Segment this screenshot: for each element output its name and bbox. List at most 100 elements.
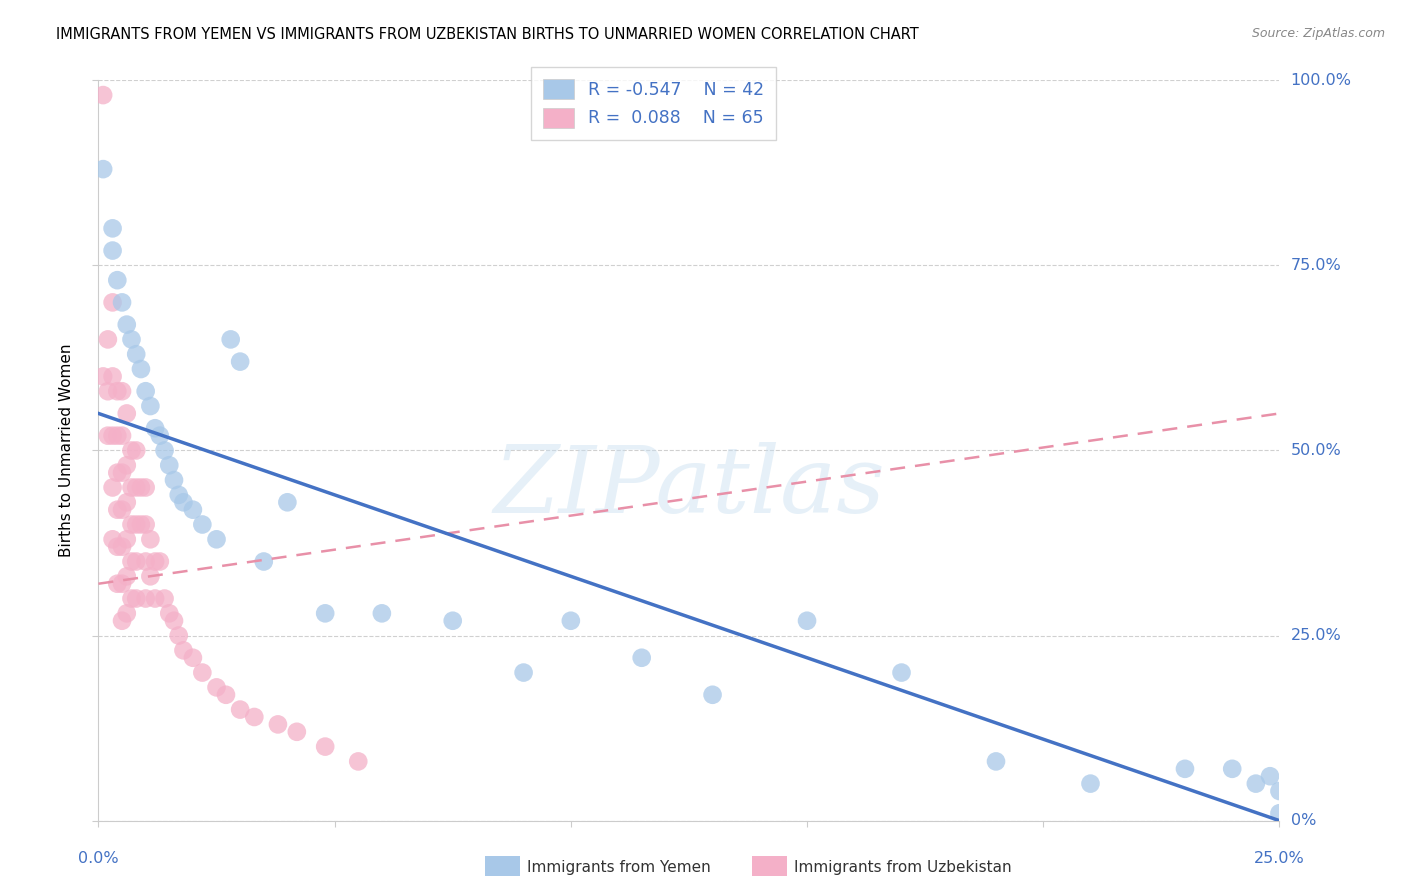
Point: [105, 428, 128, 442]
Point: [101, 533, 124, 547]
Point: [111, 576, 134, 591]
Point: [219, 332, 242, 346]
Point: [125, 347, 148, 361]
Point: [560, 614, 582, 628]
Point: [135, 517, 157, 532]
Point: [121, 591, 143, 606]
Point: [267, 717, 290, 731]
Point: [121, 517, 143, 532]
Point: [1268, 784, 1291, 798]
Text: 0%: 0%: [1291, 814, 1316, 828]
Point: [111, 384, 134, 399]
Point: [796, 614, 818, 628]
Point: [205, 681, 228, 695]
Point: [172, 495, 194, 509]
Point: [115, 569, 138, 583]
Text: Immigrants from Yemen: Immigrants from Yemen: [527, 860, 711, 874]
Point: [125, 443, 148, 458]
Point: [135, 384, 157, 399]
Point: [229, 703, 252, 717]
Point: [91, 369, 114, 384]
Point: [215, 688, 238, 702]
Text: Source: ZipAtlas.com: Source: ZipAtlas.com: [1251, 27, 1385, 40]
Text: 0.0%: 0.0%: [79, 851, 118, 866]
Point: [167, 488, 190, 502]
Point: [91, 162, 114, 177]
Point: [1258, 769, 1281, 783]
Point: [181, 502, 204, 516]
Point: [135, 480, 157, 494]
Point: [111, 428, 134, 442]
Point: [371, 607, 394, 621]
Point: [153, 591, 176, 606]
Text: 25.0%: 25.0%: [1291, 628, 1341, 643]
Point: [890, 665, 912, 680]
Point: [512, 665, 534, 680]
Point: [314, 739, 336, 754]
Text: 50.0%: 50.0%: [1291, 443, 1341, 458]
Point: [172, 643, 194, 657]
Legend: R = -0.547    N = 42, R =  0.088    N = 65: R = -0.547 N = 42, R = 0.088 N = 65: [530, 67, 776, 140]
Point: [129, 517, 152, 532]
Point: [149, 555, 172, 569]
Point: [101, 221, 124, 235]
Point: [167, 628, 190, 642]
Point: [143, 421, 166, 435]
Point: [441, 614, 464, 628]
Point: [143, 591, 166, 606]
Point: [630, 650, 652, 665]
Text: IMMIGRANTS FROM YEMEN VS IMMIGRANTS FROM UZBEKISTAN BIRTHS TO UNMARRIED WOMEN CO: IMMIGRANTS FROM YEMEN VS IMMIGRANTS FROM…: [56, 27, 920, 42]
Point: [121, 555, 143, 569]
Point: [125, 555, 148, 569]
Point: [163, 473, 186, 487]
Point: [101, 244, 124, 258]
Point: [125, 591, 148, 606]
Point: [163, 614, 186, 628]
Point: [129, 362, 152, 376]
Point: [125, 517, 148, 532]
Point: [101, 428, 124, 442]
Point: [111, 540, 134, 554]
Point: [285, 724, 308, 739]
Point: [1244, 776, 1267, 791]
Point: [149, 428, 172, 442]
Point: [111, 614, 134, 628]
Point: [111, 295, 134, 310]
Point: [97, 384, 120, 399]
Point: [129, 480, 152, 494]
Point: [121, 480, 143, 494]
Point: [157, 607, 180, 621]
Point: [1080, 776, 1102, 791]
Point: [153, 443, 176, 458]
Point: [1174, 762, 1197, 776]
Point: [115, 533, 138, 547]
Point: [125, 480, 148, 494]
Point: [229, 354, 252, 368]
Point: [139, 569, 162, 583]
Point: [115, 407, 138, 421]
Point: [702, 688, 724, 702]
Text: Immigrants from Uzbekistan: Immigrants from Uzbekistan: [794, 860, 1012, 874]
Y-axis label: Births to Unmarried Women: Births to Unmarried Women: [59, 343, 75, 558]
Point: [121, 332, 143, 346]
Point: [115, 607, 138, 621]
Text: 100.0%: 100.0%: [1291, 73, 1351, 87]
Text: ZIPatlas: ZIPatlas: [494, 442, 884, 533]
Point: [135, 591, 157, 606]
Point: [276, 495, 298, 509]
Point: [243, 710, 266, 724]
Point: [101, 480, 124, 494]
Text: 75.0%: 75.0%: [1291, 258, 1341, 273]
Point: [253, 555, 276, 569]
Point: [314, 607, 336, 621]
Point: [105, 576, 128, 591]
Point: [135, 555, 157, 569]
Point: [984, 755, 1007, 769]
Point: [111, 466, 134, 480]
Point: [181, 650, 204, 665]
Point: [105, 466, 128, 480]
Point: [101, 295, 124, 310]
Point: [91, 88, 114, 103]
Point: [115, 495, 138, 509]
Text: 25.0%: 25.0%: [1254, 851, 1305, 866]
